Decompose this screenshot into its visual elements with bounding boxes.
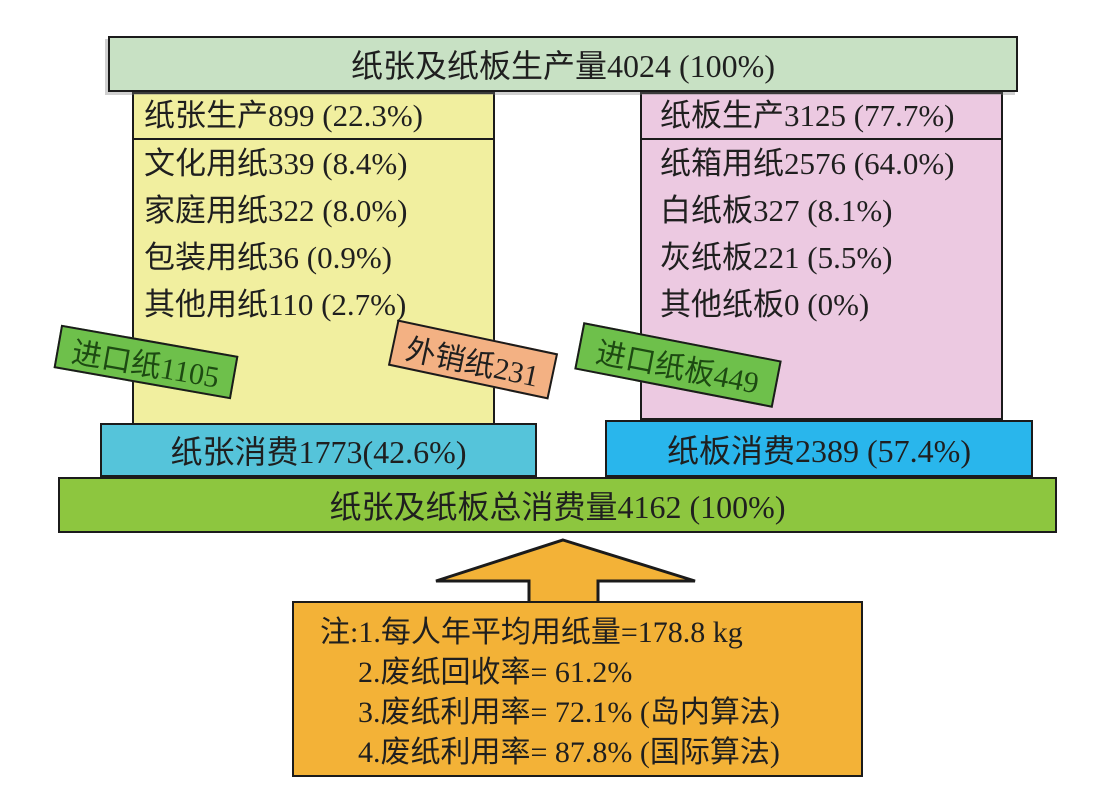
paper-consumption-label: 纸张消费1773(42.6%)	[170, 434, 467, 470]
board-consumption-bar: 纸板消费2389 (57.4%)	[605, 420, 1033, 477]
board-item-white: 白纸板327 (8.1%)	[660, 193, 893, 228]
paper-production-box: 纸张生产899 (22.3%) 文化用纸339 (8.4%) 家庭用纸322 (…	[132, 92, 495, 425]
note-line-1: 注:1.每人年平均用纸量=178.8 kg	[320, 616, 743, 649]
production-total-bar: 纸张及纸板生产量4024 (100%)	[108, 36, 1018, 92]
note-line-2: 2.废纸回收率= 61.2%	[358, 656, 633, 689]
production-total-label: 纸张及纸板生产量4024 (100%)	[351, 48, 775, 84]
board-consumption-label: 纸板消费2389 (57.4%)	[667, 432, 971, 469]
notes-box: 注:1.每人年平均用纸量=178.8 kg 2.废纸回收率= 61.2% 3.废…	[292, 601, 863, 777]
up-arrow-icon	[435, 538, 696, 604]
paper-item-packaging: 包装用纸36 (0.9%)	[144, 240, 392, 275]
note-line-4: 4.废纸利用率= 87.8% (国际算法)	[358, 736, 780, 769]
total-consumption-label: 纸张及纸板总消费量4162 (100%)	[329, 489, 786, 525]
board-item-carton: 纸箱用纸2576 (64.0%)	[660, 146, 955, 181]
board-item-other: 其他纸板0 (0%)	[660, 287, 870, 322]
note-line-3: 3.废纸利用率= 72.1% (岛内算法)	[358, 696, 780, 729]
board-item-grey: 灰纸板221 (5.5%)	[660, 240, 893, 275]
paper-item-household: 家庭用纸322 (8.0%)	[144, 193, 408, 228]
board-production-header: 纸板生产3125 (77.7%)	[642, 94, 1001, 140]
paper-item-other: 其他用纸110 (2.7%)	[144, 287, 407, 322]
paper-production-header: 纸张生产899 (22.3%)	[134, 94, 493, 140]
paper-consumption-bar: 纸张消费1773(42.6%)	[100, 423, 537, 477]
board-production-box: 纸板生产3125 (77.7%) 纸箱用纸2576 (64.0%) 白纸板327…	[640, 92, 1003, 420]
paper-item-culture: 文化用纸339 (8.4%)	[144, 146, 408, 181]
total-consumption-bar: 纸张及纸板总消费量4162 (100%)	[58, 477, 1057, 533]
